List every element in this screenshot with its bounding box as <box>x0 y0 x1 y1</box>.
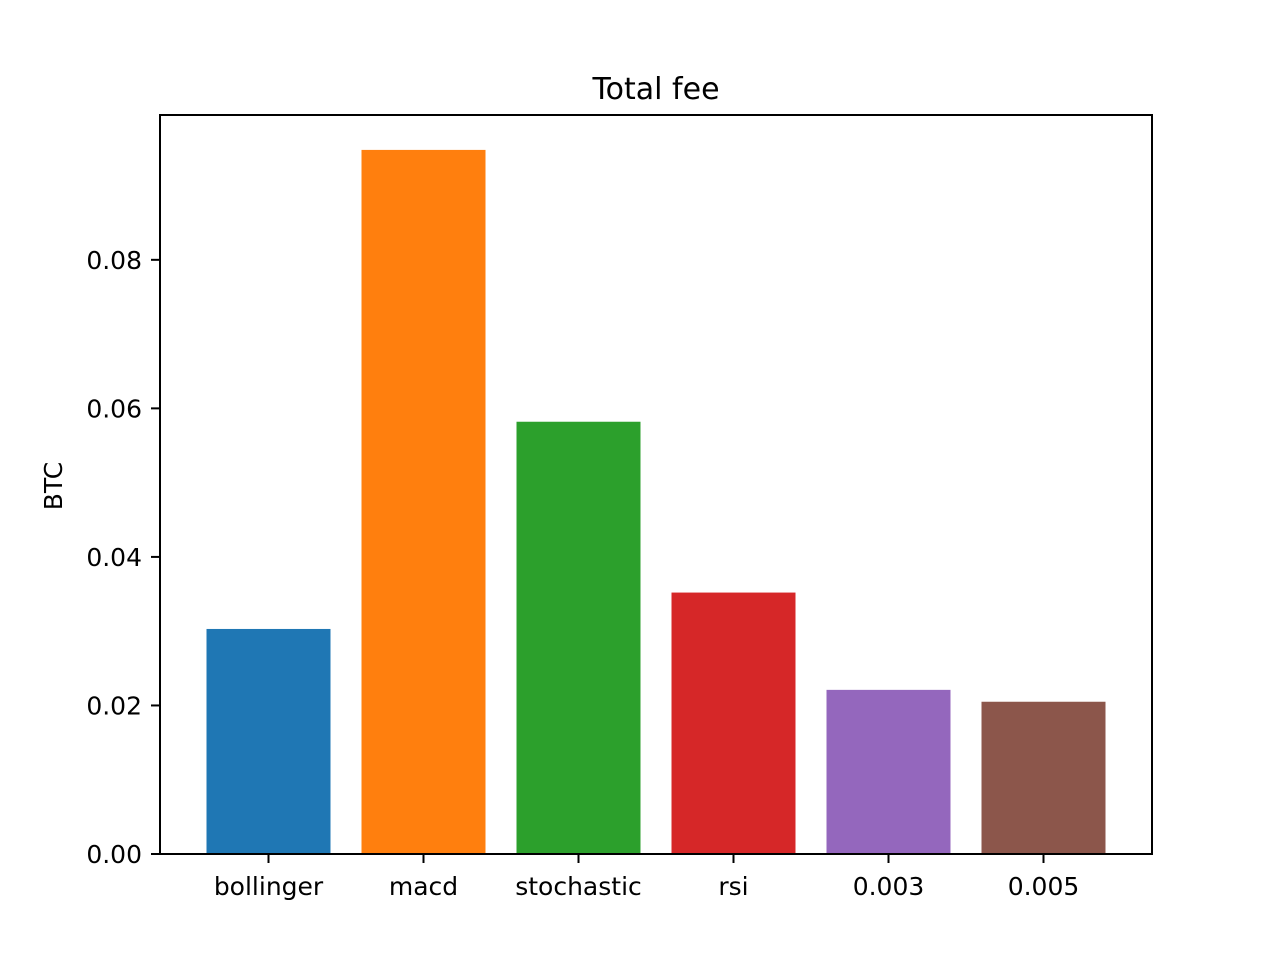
plot-area-frame <box>159 114 1153 855</box>
bar-rsi <box>671 592 796 854</box>
x-tick-label: bollinger <box>214 872 324 901</box>
bars-group <box>206 149 1106 854</box>
y-axis-label: BTC <box>39 462 68 510</box>
chart-title: Total fee <box>591 72 719 107</box>
y-axis-ticks: 0.00 0.02 0.04 0.06 0.08 <box>86 246 160 869</box>
x-tick-label: macd <box>389 872 458 901</box>
x-tick-label: stochastic <box>515 872 642 901</box>
bar-0.005 <box>981 701 1106 854</box>
y-tick-label: 0.00 <box>86 840 142 869</box>
y-tick-label: 0.08 <box>86 246 142 275</box>
bar-0.003 <box>826 689 951 854</box>
bar-macd <box>361 149 486 854</box>
y-tick-label: 0.04 <box>86 543 142 572</box>
y-tick-label: 0.02 <box>86 691 142 720</box>
x-tick-label: rsi <box>718 872 748 901</box>
x-axis-ticks: bollinger macd stochastic rsi 0.003 0.005 <box>214 854 1079 901</box>
x-tick-label: 0.005 <box>1008 872 1080 901</box>
bar-stochastic <box>516 421 641 854</box>
bar-bollinger <box>206 628 331 854</box>
x-tick-label: 0.003 <box>853 872 925 901</box>
y-tick-label: 0.06 <box>86 394 142 423</box>
